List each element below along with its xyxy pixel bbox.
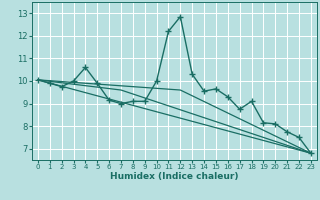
X-axis label: Humidex (Indice chaleur): Humidex (Indice chaleur)	[110, 172, 239, 181]
